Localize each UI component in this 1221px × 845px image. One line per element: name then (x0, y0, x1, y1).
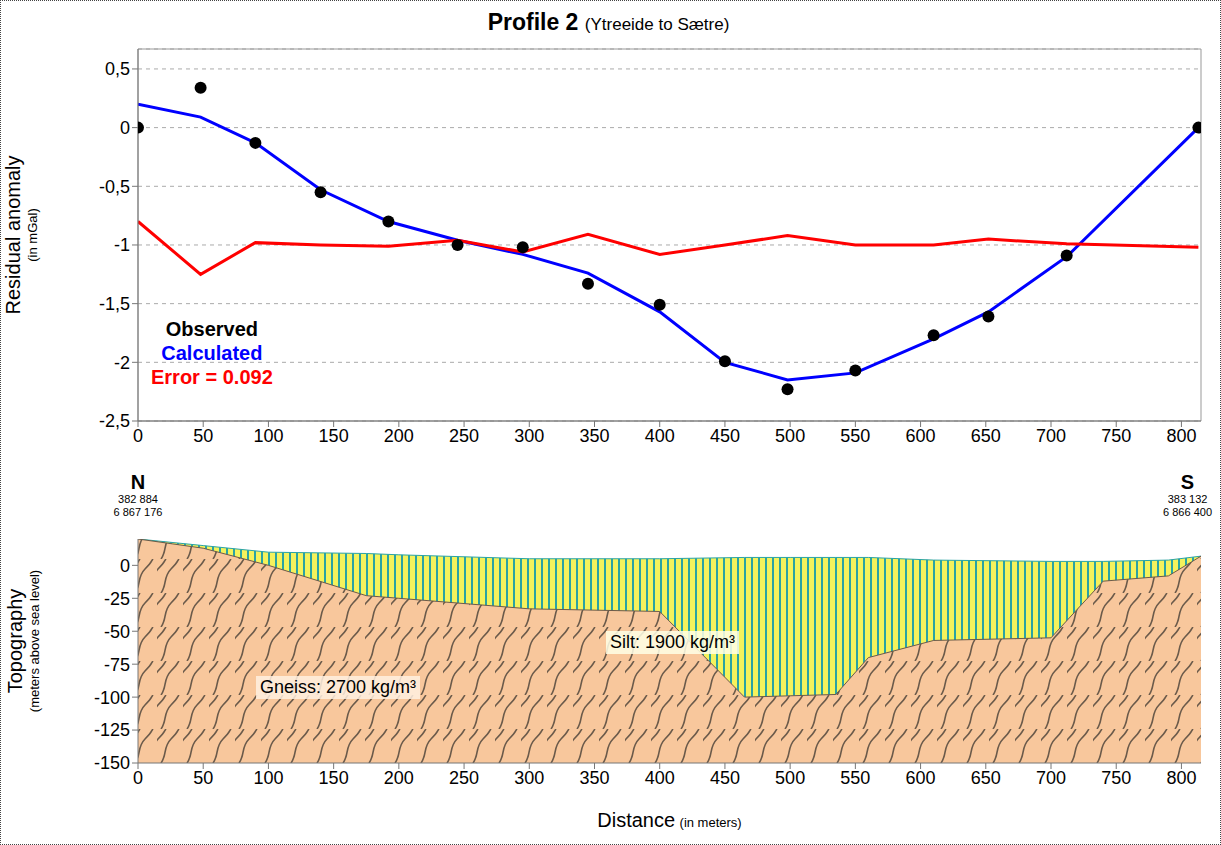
svg-text:600: 600 (906, 426, 936, 446)
svg-text:0,5: 0,5 (105, 59, 130, 79)
svg-text:350: 350 (579, 426, 609, 446)
html-text:(meters above sea level): (meters above sea level) (27, 569, 42, 713)
svg-text:0: 0 (133, 426, 143, 446)
svg-text:800: 800 (1166, 768, 1196, 788)
svg-text:-75: -75 (104, 655, 130, 675)
svg-text:400: 400 (645, 768, 675, 788)
html-text:Distance (in meters): Distance (in meters) (597, 809, 742, 831)
svg-text:350: 350 (579, 768, 609, 788)
svg-text:50: 50 (193, 426, 213, 446)
html-text:Observed: Observed (165, 318, 258, 340)
svg-text:250: 250 (449, 426, 479, 446)
html-text:6 867 176: 6 867 176 (113, 506, 163, 518)
svg-text:650: 650 (971, 426, 1001, 446)
svg-text:150: 150 (319, 426, 349, 446)
svg-text:100: 100 (253, 768, 283, 788)
svg-text:-125: -125 (94, 720, 130, 740)
svg-text:300: 300 (514, 426, 544, 446)
svg-text:550: 550 (840, 426, 870, 446)
svg-text:500: 500 (775, 768, 805, 788)
html-text:Residual anomaly: Residual anomaly (2, 155, 24, 315)
svg-text:550: 550 (840, 768, 870, 788)
svg-text:800: 800 (1166, 426, 1196, 446)
html-text:N: N (130, 471, 146, 493)
svg-text:200: 200 (384, 768, 414, 788)
html-text:382 884: 382 884 (118, 493, 158, 505)
html-text:(in mGal): (in mGal) (25, 208, 40, 262)
html-text:Calculated: Calculated (161, 342, 263, 364)
svg-text:700: 700 (1036, 768, 1066, 788)
svg-text:-2: -2 (114, 353, 130, 373)
html-text:6 866 400: 6 866 400 (1163, 506, 1212, 518)
svg-text:700: 700 (1036, 426, 1066, 446)
svg-text:0: 0 (120, 556, 130, 576)
svg-text:450: 450 (710, 768, 740, 788)
svg-text:50: 50 (193, 768, 213, 788)
svg-text:150: 150 (319, 768, 349, 788)
svg-text:-150: -150 (94, 753, 130, 773)
svg-text:300: 300 (514, 768, 544, 788)
html-text:Topography: Topography (4, 588, 26, 694)
svg-text:650: 650 (971, 768, 1001, 788)
svg-text:-1: -1 (114, 235, 130, 255)
svg-text:100: 100 (253, 426, 283, 446)
svg-text:-25: -25 (104, 589, 130, 609)
html-text:Error = 0.092: Error = 0.092 (151, 366, 273, 388)
html-text:Gneiss: 2700 kg/m³: Gneiss: 2700 kg/m³ (260, 677, 417, 697)
svg-text:600: 600 (906, 768, 936, 788)
svg-text:0: 0 (120, 118, 130, 138)
svg-text:-50: -50 (104, 622, 130, 642)
html-text:Silt: 1900 kg/m³: Silt: 1900 kg/m³ (610, 632, 736, 652)
svg-text:400: 400 (645, 426, 675, 446)
html-text:S: S (1180, 471, 1195, 493)
svg-text:0: 0 (133, 768, 143, 788)
svg-text:-2,5: -2,5 (99, 411, 130, 431)
html-text:383 132: 383 132 (1167, 493, 1208, 505)
html-text:Profile 2 (Ytreeide to Sætre): Profile 2 (Ytreeide to Sætre) (487, 9, 730, 35)
svg-text:750: 750 (1101, 426, 1131, 446)
svg-text:500: 500 (775, 426, 805, 446)
svg-text:750: 750 (1101, 768, 1131, 788)
svg-text:200: 200 (384, 426, 414, 446)
svg-text:-1,5: -1,5 (99, 294, 130, 314)
svg-text:-0,5: -0,5 (99, 177, 130, 197)
svg-text:-100: -100 (94, 688, 130, 708)
svg-text:250: 250 (449, 768, 479, 788)
svg-text:450: 450 (710, 426, 740, 446)
